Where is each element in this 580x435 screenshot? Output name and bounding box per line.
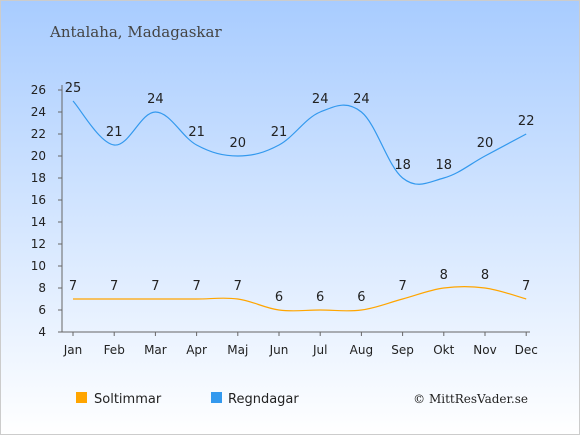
data-label-soltimmar: 7 (398, 279, 406, 294)
x-tick-label: Maj (227, 343, 248, 357)
y-tick-label: 20 (31, 149, 46, 163)
series-lines (72, 100, 527, 312)
x-tick-label: Apr (186, 343, 207, 357)
legend-swatch-soltimmar (76, 392, 87, 403)
data-label-regndagar: 21 (271, 125, 288, 140)
y-tick-label: 6 (38, 303, 46, 317)
legend-label-soltimmar: Soltimmar (94, 392, 162, 407)
y-tick-label: 24 (31, 105, 46, 119)
data-label-regndagar: 21 (106, 125, 123, 140)
x-tick-label: Jun (269, 343, 289, 357)
y-tick-label: 22 (31, 127, 46, 141)
legend-label-regndagar: Regndagar (228, 392, 299, 407)
data-label-regndagar: 21 (188, 125, 205, 140)
data-label-regndagar: 20 (230, 136, 247, 151)
copyright-credit: © MittResVader.se (413, 392, 528, 406)
data-label-soltimmar: 7 (522, 279, 530, 294)
data-label-soltimmar: 7 (151, 279, 159, 294)
data-label-soltimmar: 7 (192, 279, 200, 294)
data-label-regndagar: 25 (65, 81, 82, 96)
y-tick-label: 14 (31, 215, 46, 229)
x-tick-label: Jul (312, 343, 327, 357)
data-label-soltimmar: 7 (110, 279, 118, 294)
x-tick-label: Feb (104, 343, 125, 357)
data-label-regndagar: 20 (477, 136, 494, 151)
data-label-regndagar: 18 (436, 158, 453, 173)
data-label-regndagar: 24 (147, 92, 164, 107)
data-label-soltimmar: 6 (316, 290, 324, 305)
data-label-soltimmar: 6 (357, 290, 365, 305)
y-tick-label: 4 (38, 325, 46, 339)
legend: Soltimmar Regndagar (76, 392, 299, 407)
y-tick-label: 8 (38, 281, 46, 295)
series-line-regndagar (72, 100, 527, 185)
x-tick-label: Jan (63, 343, 83, 357)
data-label-regndagar: 18 (394, 158, 411, 173)
series-line-soltimmar (73, 285, 527, 312)
x-tick-label: Mar (144, 343, 167, 357)
data-label-soltimmar: 8 (481, 268, 489, 283)
x-tick-label: Okt (433, 343, 454, 357)
legend-swatch-regndagar (211, 392, 222, 403)
x-axis-ticks: Jan Feb Mar Apr Maj Jun Jul Aug Sep Okt Nov Dec (63, 332, 538, 357)
y-tick-label: 10 (31, 259, 46, 273)
chart-title: Antalaha, Madagaskar (49, 23, 222, 41)
data-label-soltimmar: 7 (69, 279, 77, 294)
y-tick-label: 12 (31, 237, 46, 251)
data-label-regndagar: 24 (353, 92, 370, 107)
y-axis-ticks: 4 6 8 10 12 14 16 18 20 22 24 26 (31, 83, 62, 339)
y-tick-label: 16 (31, 193, 46, 207)
data-label-soltimmar: 8 (440, 268, 448, 283)
x-tick-label: Nov (473, 343, 496, 357)
x-tick-label: Sep (391, 343, 414, 357)
data-label-regndagar: 22 (518, 114, 535, 129)
x-tick-label: Dec (515, 343, 538, 357)
x-tick-label: Aug (350, 343, 373, 357)
data-labels: 7 7 7 7 7 6 6 6 7 8 8 7 25 21 24 21 20 21 24 24 18 18 20 22 (65, 81, 535, 305)
y-tick-label: 18 (31, 171, 46, 185)
y-tick-label: 26 (31, 83, 46, 97)
data-label-regndagar: 24 (312, 92, 329, 107)
data-label-soltimmar: 7 (234, 279, 242, 294)
data-label-soltimmar: 6 (275, 290, 283, 305)
